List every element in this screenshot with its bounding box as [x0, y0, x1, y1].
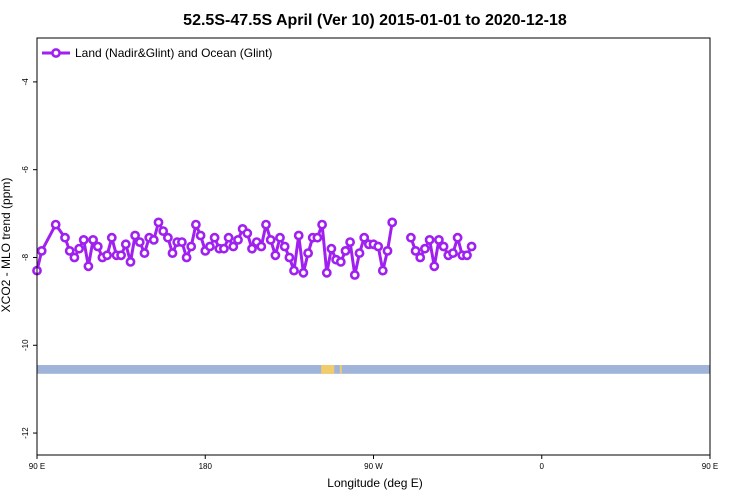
data-point [466, 241, 477, 252]
data-point [162, 232, 173, 243]
data-point [228, 241, 239, 252]
data-point [424, 234, 435, 245]
data-point [405, 232, 416, 243]
data-point [69, 252, 80, 263]
data-point [64, 245, 75, 256]
data-point [433, 234, 444, 245]
data-point [419, 243, 430, 254]
data-point [167, 248, 178, 258]
data-point [438, 241, 449, 252]
x-tick-label: 90 E [702, 462, 718, 471]
data-point [106, 232, 117, 243]
data-point [83, 261, 94, 272]
data-point [261, 219, 271, 230]
data-point [275, 232, 285, 243]
data-point [92, 241, 103, 252]
land-ocean-band [37, 365, 710, 374]
data-point [448, 248, 458, 258]
data-point [195, 230, 206, 241]
y-tick-label: -6 [21, 166, 30, 174]
data-point [148, 234, 159, 245]
data-point [415, 252, 426, 263]
data-point [223, 232, 234, 243]
legend-label: Land (Nadir&Glint) and Ocean (Glint) [75, 46, 272, 60]
data-point [130, 230, 140, 241]
land-patch [321, 365, 335, 374]
data-point [102, 250, 112, 261]
chart-title: 52.5S-47.5S April (Ver 10) 2015-01-01 to… [183, 12, 567, 29]
legend-marker [51, 48, 61, 58]
data-point [429, 261, 440, 272]
data-point [233, 234, 243, 245]
land-patch [339, 365, 342, 374]
legend: Land (Nadir&Glint) and Ocean (Glint) [42, 46, 272, 60]
y-axis: -4 -6 -8 -10 -12 [21, 78, 37, 439]
data-point [340, 245, 351, 256]
data-point [349, 270, 360, 280]
data-point [120, 239, 131, 250]
data-point [88, 234, 98, 245]
data-point [256, 241, 267, 252]
data-point [78, 234, 89, 245]
data-point [387, 217, 398, 228]
y-tick-label: -10 [21, 339, 30, 351]
data-point [125, 256, 136, 267]
x-tick-label: 90 E [29, 462, 45, 471]
data-point [377, 265, 388, 276]
y-tick-label: -4 [21, 78, 30, 86]
y-axis-label: XCO2 - MLO trend (ppm) [0, 178, 13, 313]
data-point [153, 217, 164, 228]
data-point [293, 230, 304, 241]
data-point [452, 232, 463, 243]
data-point [359, 232, 370, 243]
data-point [382, 245, 393, 256]
y-tick-label: -12 [21, 427, 30, 439]
data-point [74, 243, 84, 254]
y-tick-label: -8 [21, 253, 30, 261]
data-point [303, 248, 313, 258]
data-point [204, 241, 215, 252]
data-point [265, 234, 276, 245]
data-point [284, 252, 295, 263]
data-point [289, 265, 299, 276]
data-point [298, 267, 309, 278]
x-axis-label: Longitude (deg E) [327, 476, 422, 490]
data-point [335, 256, 346, 267]
data-point [218, 243, 229, 254]
data-point [242, 228, 253, 239]
x-axis: 90 E 180 90 W 0 90 E [29, 455, 718, 471]
data-point [181, 252, 192, 263]
data-point [462, 250, 472, 261]
data-point [373, 241, 384, 252]
data-point [279, 241, 290, 252]
data-point [36, 245, 47, 256]
data-point [134, 237, 145, 247]
data-point [176, 237, 187, 247]
data-point [312, 232, 323, 243]
x-tick-label: 90 W [364, 462, 383, 471]
data-point [321, 267, 332, 278]
data-point [209, 232, 220, 243]
data-point [410, 245, 421, 256]
data-point [270, 250, 281, 261]
data-point [247, 243, 257, 254]
data-point [190, 219, 201, 230]
data-point [354, 248, 365, 258]
ocean-band [37, 365, 710, 374]
x-tick-label: 0 [540, 462, 545, 471]
x-tick-label: 180 [199, 462, 213, 471]
data-point [139, 248, 150, 258]
data-point [60, 232, 70, 243]
data-point [317, 219, 327, 230]
data-point [186, 241, 197, 252]
data-point [50, 219, 61, 230]
data-point [345, 237, 355, 247]
data-point [326, 243, 337, 254]
series-layer [32, 217, 477, 280]
data-point [158, 226, 169, 236]
data-point [116, 250, 126, 261]
